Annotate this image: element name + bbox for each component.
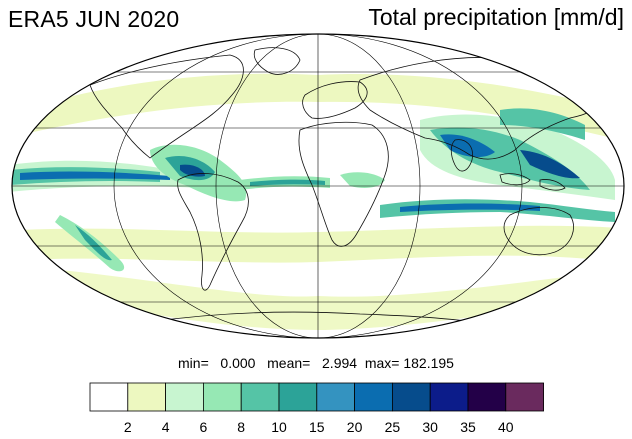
min-value: 0.000 [220, 355, 256, 371]
colorbar-tick-label: 40 [498, 419, 514, 435]
colorbar-tick-label: 30 [422, 419, 438, 435]
colorbar-tick-label: 4 [161, 419, 170, 435]
colorbar-tick-label: 15 [309, 419, 325, 435]
colorbar-tick-label: 2 [123, 419, 132, 435]
colorbar-tick-label: 20 [346, 419, 363, 435]
colorbar-swatch [429, 382, 469, 412]
colorbar-swatch [278, 382, 318, 412]
coastlines [89, 47, 606, 327]
colorbar-swatch [165, 382, 204, 412]
statistics-line: min= 0.000 mean= 2.994 max= 182.195 [0, 355, 632, 371]
map-title: ERA5 JUN 2020 [8, 6, 180, 32]
colorbar-tick-label: 25 [384, 419, 401, 435]
colorbar-swatch [354, 382, 393, 412]
variable-title: Total precipitation [mm/d] [368, 4, 624, 30]
mean-label: mean= [267, 355, 311, 371]
colorbar-swatch [391, 382, 431, 412]
colorbar-swatch [202, 382, 242, 412]
max-label: max= [364, 355, 400, 371]
colorbar-tick-label: 6 [199, 419, 208, 435]
max-value: 182.195 [403, 355, 454, 371]
colorbar-swatch [467, 382, 507, 412]
globe-outline [11, 33, 625, 339]
mean-value: 2.994 [322, 355, 358, 371]
colorbar-swatch [505, 382, 544, 412]
colorbar-swatch [127, 382, 167, 412]
precipitation-map [11, 33, 625, 339]
colorbar-tick-label: 35 [460, 419, 476, 435]
colorbar-swatch [316, 382, 355, 412]
colorbar-swatch [240, 382, 280, 412]
colorbar-tick-label: 10 [271, 419, 287, 435]
min-label: min= [178, 355, 209, 371]
colorbar-tick-label: 8 [237, 419, 246, 435]
precipitation-field [12, 73, 620, 330]
colorbar-swatch [89, 382, 129, 412]
